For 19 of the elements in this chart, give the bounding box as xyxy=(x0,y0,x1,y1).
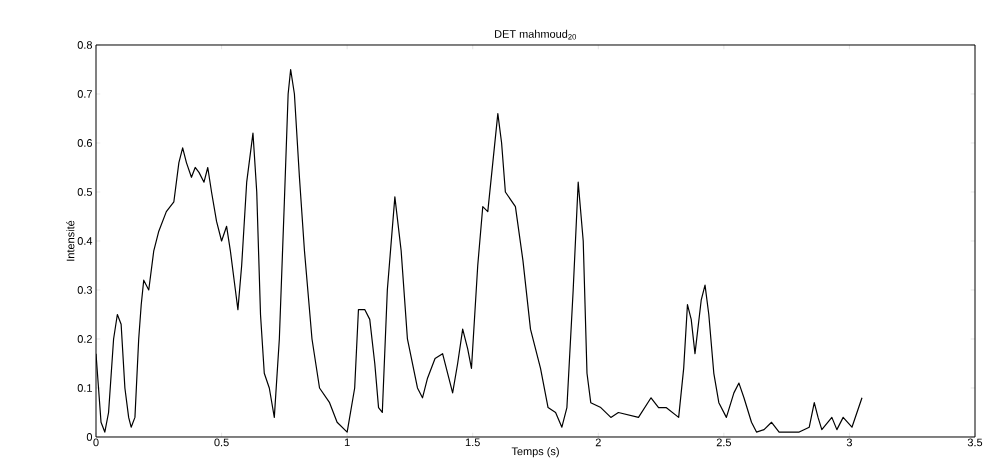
x-tick-label: 2 xyxy=(595,438,601,447)
x-tick-label: 3.5 xyxy=(967,438,983,447)
y-tick-label: 0.7 xyxy=(77,90,92,99)
y-tick-label: 0.6 xyxy=(77,139,92,148)
y-tick-label: 0.4 xyxy=(77,237,93,246)
x-tick-label: 0 xyxy=(93,438,99,447)
y-tick-label: 0.5 xyxy=(77,188,93,197)
y-axis-title: Intensité xyxy=(66,220,75,261)
y-tick-label: 0.2 xyxy=(77,335,92,344)
x-tick-label: 0.5 xyxy=(214,438,229,447)
y-tick-label: 0.1 xyxy=(77,384,92,393)
x-axis-title: Temps (s) xyxy=(511,447,559,458)
x-tick-label: 3 xyxy=(846,438,852,447)
x-tick-label: 1 xyxy=(344,438,350,447)
x-tick-label: 1.5 xyxy=(465,438,480,447)
chart-title: DET mahmoud$_{20}$ xyxy=(495,29,577,40)
y-tick-label: 0.3 xyxy=(77,286,92,295)
y-tick-label: 0.8 xyxy=(77,41,92,50)
x-tick-label: 2.5 xyxy=(716,438,732,447)
